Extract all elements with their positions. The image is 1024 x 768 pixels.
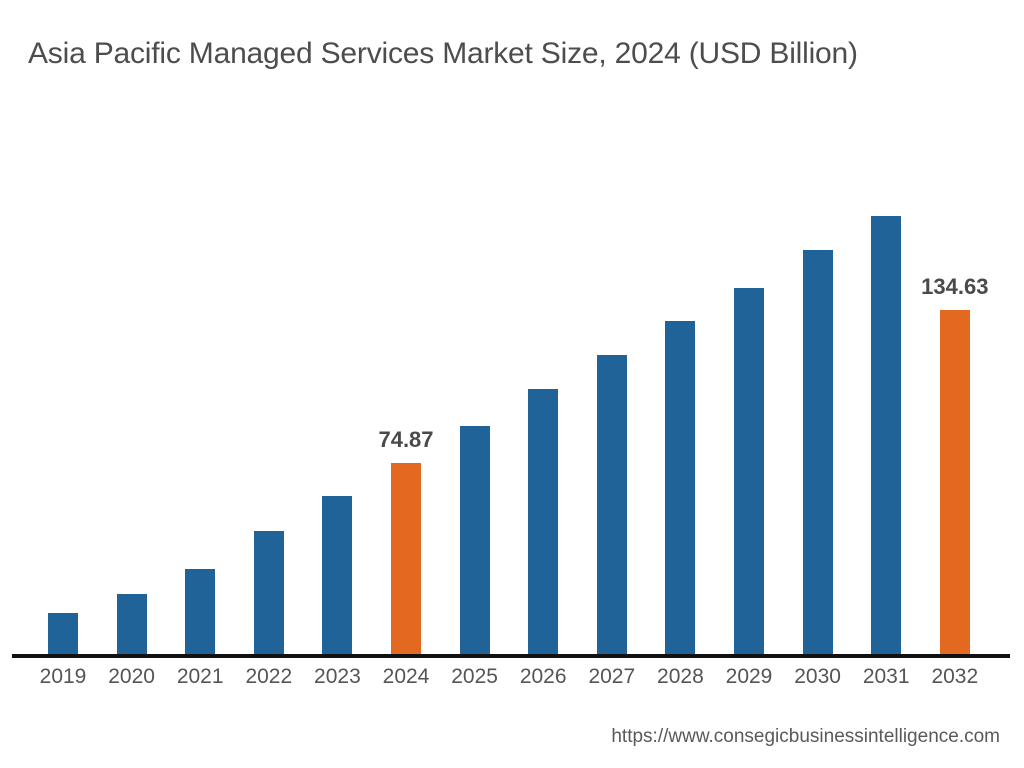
bar-group <box>253 0 284 655</box>
bar-2021[interactable] <box>185 569 216 655</box>
x-tick-2031: 2031 <box>862 665 910 688</box>
bar-group <box>528 0 559 655</box>
x-tick-2032: 2032 <box>931 665 979 688</box>
bar-2025[interactable] <box>459 425 490 655</box>
x-tick-2026: 2026 <box>519 665 567 688</box>
bar-2029[interactable] <box>734 288 764 655</box>
bar-2023[interactable] <box>322 495 353 655</box>
x-tick-2028: 2028 <box>657 665 704 688</box>
x-tick-2022: 2022 <box>245 665 293 688</box>
bar-group <box>665 0 696 655</box>
x-tick-2024: 2024 <box>382 665 430 688</box>
bar-2022[interactable] <box>253 531 284 655</box>
x-tick-2023: 2023 <box>314 665 361 688</box>
x-tick-2029: 2029 <box>725 665 773 688</box>
source-url: https://www.consegicbusinessintelligence… <box>611 726 1000 747</box>
bar-group <box>185 0 216 655</box>
x-tick-2027: 2027 <box>588 665 636 688</box>
bar-2028[interactable] <box>665 321 696 655</box>
plot-area: 74.87 134.63 <box>48 0 988 655</box>
x-tick-2025: 2025 <box>451 665 498 688</box>
bar-2032[interactable] <box>939 309 970 655</box>
x-axis-tick-labels: 2019 2020 2021 2022 2023 2024 2025 2026 2027 2028… <box>0 665 1024 699</box>
bar-value-label-2024: 74.87 <box>378 426 434 452</box>
bar-group <box>116 0 147 655</box>
bar-group: 74.87 <box>378 0 434 655</box>
x-tick-2030: 2030 <box>794 665 841 688</box>
bar-group <box>802 0 833 655</box>
x-axis-line <box>12 654 1010 658</box>
bar-group <box>322 0 353 655</box>
bar-group <box>734 0 764 655</box>
bar-2024[interactable] <box>391 462 421 655</box>
bar-group <box>459 0 490 655</box>
bar-group: 134.63 <box>921 0 988 655</box>
bar-group <box>48 0 78 655</box>
bar-2020[interactable] <box>116 593 147 655</box>
x-tick-2019: 2019 <box>39 665 87 688</box>
bar-2030[interactable] <box>802 250 833 655</box>
bar-2019[interactable] <box>48 612 78 655</box>
x-tick-2020: 2020 <box>108 665 155 688</box>
bar-group <box>871 0 902 655</box>
bar-2031[interactable] <box>871 216 902 655</box>
chart-title: Asia Pacific Managed Services Market Siz… <box>28 37 858 70</box>
bar-2027[interactable] <box>596 354 627 655</box>
bar-2026[interactable] <box>528 389 559 655</box>
bar-group <box>596 0 627 655</box>
bar-value-label-2032: 134.63 <box>921 273 989 299</box>
x-tick-2021: 2021 <box>176 665 224 688</box>
